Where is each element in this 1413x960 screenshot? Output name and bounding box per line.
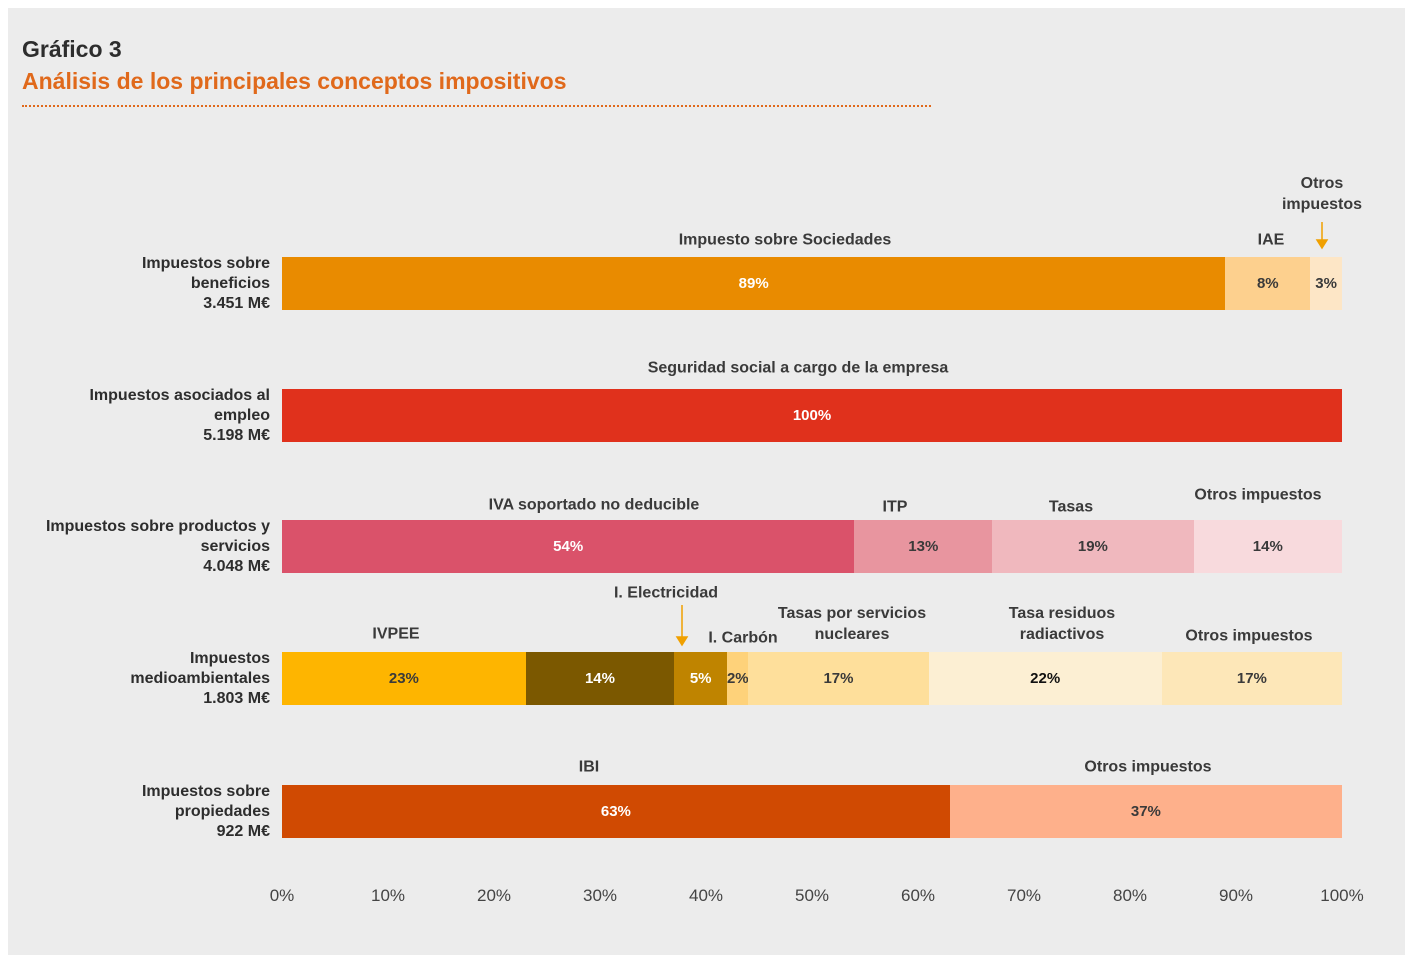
bar-segment: [854, 520, 993, 573]
category-name: Impuestos sobre propiedades: [141, 782, 270, 820]
arrow-head: [675, 636, 689, 647]
segment-name: Otros impuestos: [1084, 758, 1212, 776]
chart-title: Gráfico 3: [22, 36, 122, 62]
segment-name: IVA soportado no deducible: [488, 496, 700, 514]
category-name: Impuestos sobre productos y servicios: [45, 517, 270, 555]
value-label: 3%: [1315, 275, 1337, 292]
value-label: 19%: [1077, 538, 1108, 555]
bar-segment: [282, 652, 526, 705]
value-label: 5%: [689, 670, 712, 687]
category-label: Impuestos sobre productos y servicios 4.0…: [25, 517, 270, 577]
category-label: Impuestos sobre propiedades 922 M€: [120, 782, 270, 842]
bar-segment: [992, 520, 1194, 573]
x-tick-label: 0%: [269, 886, 295, 905]
value-label: 8%: [1256, 275, 1279, 292]
chart-subtitle: Análisis de los principales conceptos im…: [22, 68, 567, 94]
segment-name: Tasas por servicios nucleares: [777, 605, 927, 643]
x-tick-label: 80%: [1112, 886, 1148, 905]
segment-name: Tasa residuos radiactivos: [1008, 605, 1116, 643]
bar-segment: [1193, 520, 1342, 573]
segment-name: Otros impuestos: [1194, 486, 1322, 504]
value-label: 2%: [726, 670, 749, 687]
bar-segment: [1310, 257, 1342, 310]
x-tick-label: 40%: [688, 886, 724, 905]
x-tick-label: 70%: [1006, 886, 1042, 905]
x-tick-label: 30%: [582, 886, 618, 905]
segment-name: I. Electricidad: [613, 584, 719, 602]
bar-segment: [674, 652, 728, 705]
category-amount: 922 M€: [216, 822, 270, 840]
category-amount: 4.048 M€: [203, 557, 270, 575]
segment-name: Otros impuestos: [1281, 175, 1362, 213]
value-label: 54%: [553, 538, 584, 555]
value-label: 23%: [388, 670, 419, 687]
bar-segment: [949, 785, 1342, 838]
x-tick-label: 10%: [370, 886, 406, 905]
arrow-head: [1315, 239, 1329, 250]
arrows: [675, 222, 1329, 647]
category-label: Impuestos medioambientales 1.803 M€: [105, 649, 270, 709]
segment-name: IVPEE: [372, 625, 420, 643]
segment-name: Otros impuestos: [1185, 627, 1313, 645]
segment-name: I. Carbón: [708, 629, 778, 647]
category-name: Impuestos asociados al empleo: [89, 386, 270, 424]
segment-name: IBI: [578, 758, 600, 776]
value-label: 13%: [908, 538, 939, 555]
category-amount: 1.803 M€: [203, 689, 270, 707]
bar-segment: [282, 520, 855, 573]
value-label: 89%: [738, 275, 769, 292]
segment-name: Impuesto sobre Sociedades: [678, 231, 892, 249]
segment-name: ITP: [882, 498, 908, 516]
segment-name: Seguridad social a cargo de la empresa: [647, 359, 949, 377]
segment-name: IAE: [1257, 231, 1285, 249]
title-rule: [22, 105, 931, 107]
value-label: 22%: [1030, 670, 1061, 687]
category-amount: 3.451 M€: [203, 294, 270, 312]
bar-segment: [727, 652, 749, 705]
value-label: 100%: [792, 407, 832, 424]
x-tick-label: 60%: [900, 886, 936, 905]
category-name: Impuestos medioambientales: [130, 649, 270, 687]
bar-segment: [1161, 652, 1342, 705]
category-label: Impuestos sobre beneficios 3.451 M€: [120, 254, 270, 314]
value-label: 14%: [584, 670, 615, 687]
category-label: Impuestos asociados al empleo 5.198 M€: [55, 386, 270, 446]
bar-segment: [525, 652, 675, 705]
bar-segment: [1225, 257, 1311, 310]
category-amount: 5.198 M€: [203, 426, 270, 444]
bar-segment: [928, 652, 1162, 705]
value-label: 37%: [1130, 803, 1161, 820]
x-tick-label: 50%: [794, 886, 830, 905]
category-name: Impuestos sobre beneficios: [141, 254, 270, 292]
value-label: 17%: [1236, 670, 1267, 687]
bar-segment: [282, 389, 1342, 442]
panel: Gráfico 3 Análisis de los principales co…: [8, 8, 1405, 955]
x-tick-label: 20%: [476, 886, 512, 905]
value-label: 14%: [1252, 538, 1283, 555]
bar-segment: [282, 785, 950, 838]
segment-name: Tasas: [1048, 498, 1094, 516]
value-label: 17%: [823, 670, 854, 687]
bar-segment: [282, 257, 1226, 310]
bar-segment: [748, 652, 929, 705]
value-label: 63%: [600, 803, 631, 820]
x-tick-label: 100%: [1320, 886, 1364, 905]
x-tick-label: 90%: [1218, 886, 1254, 905]
